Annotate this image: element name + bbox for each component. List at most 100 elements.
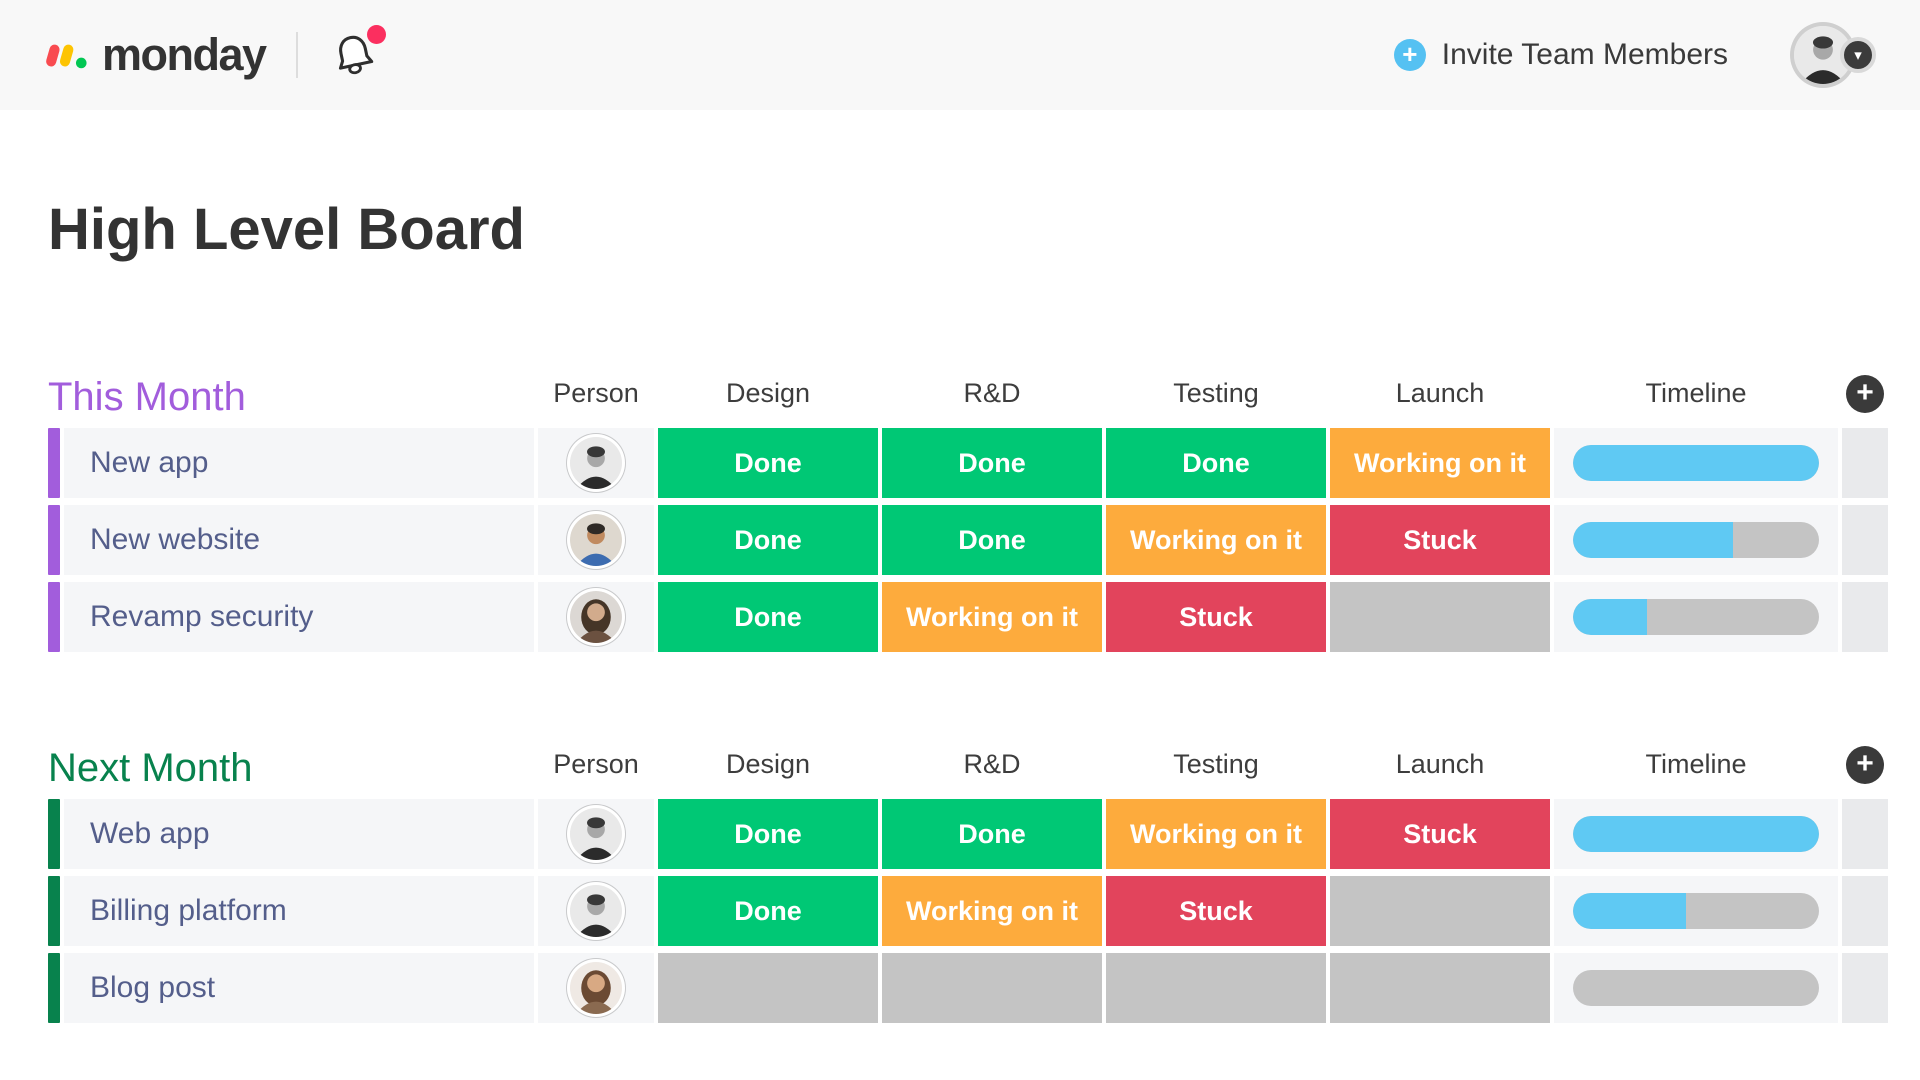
account-menu[interactable]: ▾ [1794,26,1876,84]
plus-icon: + [1393,39,1426,71]
item-name-label: Revamp security [90,600,314,633]
column-header-rnd[interactable]: R&D [963,749,1021,779]
status-cell-launch[interactable] [1330,582,1550,652]
add-column-button[interactable]: + [1846,375,1884,413]
group-title[interactable]: This Month [48,375,246,419]
item-name[interactable]: New app [64,428,534,498]
timeline-cell[interactable] [1554,953,1838,1023]
person-avatar [570,437,622,489]
column-header-design[interactable]: Design [725,749,811,779]
person-avatar [570,962,622,1014]
column-header-launch[interactable]: Launch [1395,378,1485,408]
status-cell-testing[interactable]: Working on it [1106,799,1326,869]
item-name-label: Web app [90,817,210,850]
timeline-bar [1573,816,1819,852]
monday-logo-icon [46,44,87,69]
timeline-bar [1573,970,1819,1006]
group-title[interactable]: Next Month [48,746,253,790]
person-cell[interactable] [538,876,654,946]
person-avatar [570,514,622,566]
status-cell-rnd[interactable]: Done [882,505,1102,575]
item-name[interactable]: Billing platform [64,876,534,946]
gutter-cell [1842,505,1888,575]
column-header-launch[interactable]: Launch [1395,749,1485,779]
person-cell[interactable] [538,428,654,498]
plus-icon: + [1856,746,1874,780]
item-name[interactable]: Blog post [64,953,534,1023]
item-name-label: Blog post [90,971,216,1004]
bell-icon [338,35,373,75]
group-this-month: This Month Person Design R&D Testing Lau… [48,367,1920,652]
status-cell-rnd[interactable]: Working on it [882,582,1102,652]
status-cell-design[interactable]: Done [658,428,878,498]
status-cell-testing[interactable] [1106,953,1326,1023]
invite-team-members-button[interactable]: + Invite Team Members [1393,38,1728,72]
status-cell-rnd[interactable]: Working on it [882,876,1102,946]
column-header-timeline[interactable]: Timeline [1645,378,1747,408]
column-header-testing[interactable]: Testing [1173,378,1259,408]
status-cell-testing[interactable]: Stuck [1106,876,1326,946]
group-color-bar [48,428,60,498]
status-cell-design[interactable]: Done [658,799,878,869]
status-cell-rnd[interactable]: Done [882,799,1102,869]
timeline-cell[interactable] [1554,505,1838,575]
column-header-timeline[interactable]: Timeline [1645,749,1747,779]
group-next-month: Next Month Person Design R&D Testing Lau… [48,738,1920,1023]
add-column-button[interactable]: + [1846,746,1884,784]
column-header-rnd[interactable]: R&D [963,378,1021,408]
timeline-cell[interactable] [1554,799,1838,869]
timeline-bar [1573,445,1819,481]
status-cell-rnd[interactable]: Done [882,428,1102,498]
item-name-label: New app [90,446,209,479]
timeline-cell[interactable] [1554,582,1838,652]
item-name[interactable]: New website [64,505,534,575]
status-cell-design[interactable]: Done [658,876,878,946]
status-cell-rnd[interactable] [882,953,1102,1023]
column-header-testing[interactable]: Testing [1173,749,1259,779]
invite-label: Invite Team Members [1441,38,1728,71]
status-cell-design[interactable]: Done [658,582,878,652]
person-avatar [570,808,622,860]
group-color-bar [48,582,60,652]
gutter-cell [1842,428,1888,498]
timeline-cell[interactable] [1554,876,1838,946]
person-cell[interactable] [538,582,654,652]
board: This Month Person Design R&D Testing Lau… [0,367,1920,1023]
group-color-bar [48,799,60,869]
status-cell-launch[interactable]: Working on it [1330,428,1550,498]
person-avatar [570,591,622,643]
gutter-cell [1842,953,1888,1023]
timeline-bar [1573,599,1819,635]
timeline-bar [1573,893,1819,929]
timeline-cell[interactable] [1554,428,1838,498]
status-cell-testing[interactable]: Stuck [1106,582,1326,652]
status-cell-launch[interactable] [1330,876,1550,946]
group-color-bar [48,876,60,946]
gutter-cell [1842,799,1888,869]
gutter-cell [1842,582,1888,652]
status-cell-design[interactable] [658,953,878,1023]
person-cell[interactable] [538,953,654,1023]
column-header-person[interactable]: Person [553,378,639,408]
status-cell-testing[interactable]: Working on it [1106,505,1326,575]
status-cell-testing[interactable]: Done [1106,428,1326,498]
user-avatar[interactable] [1794,26,1852,84]
status-cell-launch[interactable] [1330,953,1550,1023]
timeline-bar [1573,522,1819,558]
divider [295,32,298,78]
status-cell-launch[interactable]: Stuck [1330,799,1550,869]
column-header-person[interactable]: Person [553,749,639,779]
top-bar: monday + Invite Team Members ▾ [0,0,1920,110]
person-cell[interactable] [538,799,654,869]
status-cell-design[interactable]: Done [658,505,878,575]
chevron-down-icon[interactable]: ▾ [1840,37,1876,73]
item-name[interactable]: Revamp security [64,582,534,652]
monday-logo[interactable]: monday [44,29,267,81]
notification-dot [366,25,386,44]
group-color-bar [48,953,60,1023]
notifications-button[interactable] [328,25,386,81]
column-header-design[interactable]: Design [725,378,811,408]
status-cell-launch[interactable]: Stuck [1330,505,1550,575]
person-cell[interactable] [538,505,654,575]
item-name[interactable]: Web app [64,799,534,869]
